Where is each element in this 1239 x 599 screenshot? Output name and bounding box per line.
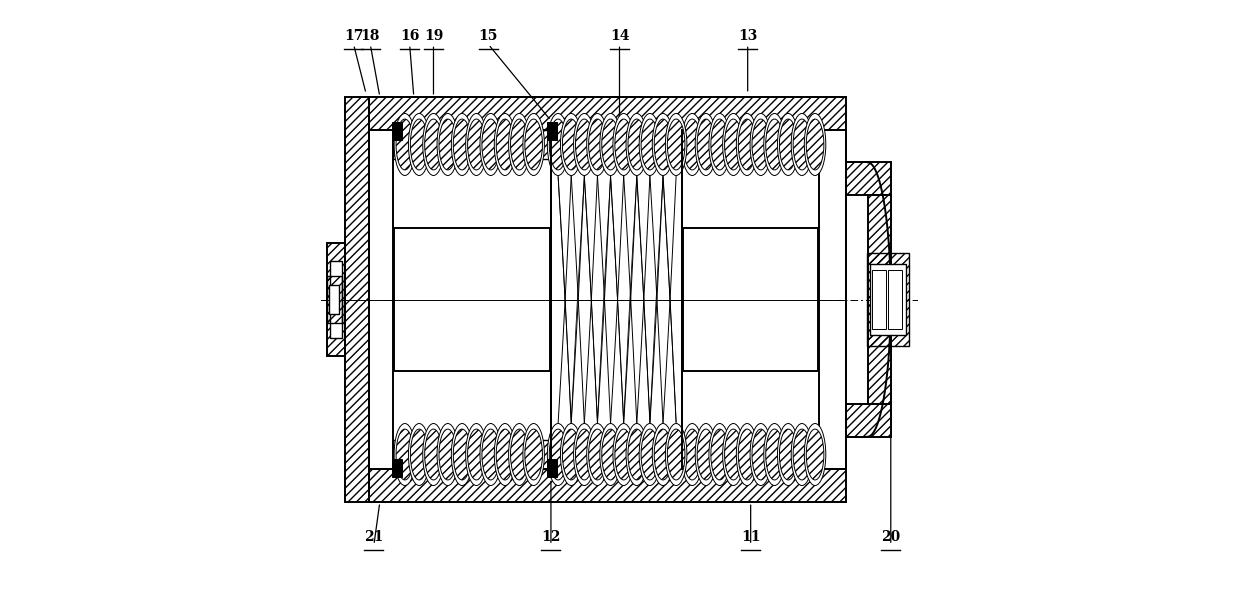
Bar <box>683 129 819 470</box>
Bar <box>328 285 339 314</box>
Ellipse shape <box>763 423 786 486</box>
Bar <box>327 276 342 323</box>
Bar <box>546 459 558 477</box>
Ellipse shape <box>681 423 703 486</box>
Ellipse shape <box>494 113 515 176</box>
Ellipse shape <box>665 113 686 176</box>
Bar <box>327 243 346 356</box>
Ellipse shape <box>709 423 731 486</box>
Ellipse shape <box>736 423 758 486</box>
Bar <box>546 122 558 140</box>
Bar <box>870 264 906 335</box>
Bar <box>847 195 867 404</box>
Ellipse shape <box>494 423 515 486</box>
Text: 21: 21 <box>364 530 384 544</box>
Ellipse shape <box>523 423 544 486</box>
Ellipse shape <box>422 423 445 486</box>
Ellipse shape <box>652 423 674 486</box>
Ellipse shape <box>437 113 458 176</box>
Ellipse shape <box>394 423 415 486</box>
Ellipse shape <box>709 113 731 176</box>
Bar <box>393 129 551 470</box>
Ellipse shape <box>587 113 608 176</box>
Ellipse shape <box>804 423 825 486</box>
Ellipse shape <box>652 113 674 176</box>
Text: 18: 18 <box>361 29 380 43</box>
Ellipse shape <box>451 113 473 176</box>
Ellipse shape <box>548 423 569 486</box>
Bar <box>683 228 818 371</box>
Bar <box>392 459 403 477</box>
Ellipse shape <box>722 113 745 176</box>
Text: 15: 15 <box>478 29 498 43</box>
Ellipse shape <box>626 113 648 176</box>
Ellipse shape <box>466 423 487 486</box>
Bar <box>346 97 369 502</box>
Ellipse shape <box>451 423 473 486</box>
Text: 12: 12 <box>541 530 560 544</box>
Bar <box>846 162 891 195</box>
Text: 11: 11 <box>741 530 761 544</box>
Ellipse shape <box>479 113 502 176</box>
Ellipse shape <box>626 423 648 486</box>
Ellipse shape <box>613 113 634 176</box>
Bar <box>846 404 891 437</box>
Bar <box>393 440 551 470</box>
Bar <box>872 270 886 329</box>
Ellipse shape <box>600 423 621 486</box>
Text: 17: 17 <box>344 29 363 43</box>
Ellipse shape <box>639 423 660 486</box>
Ellipse shape <box>574 113 595 176</box>
Ellipse shape <box>792 113 813 176</box>
Ellipse shape <box>587 423 608 486</box>
Text: 14: 14 <box>610 29 629 43</box>
Bar <box>369 129 846 470</box>
Ellipse shape <box>639 113 660 176</box>
Ellipse shape <box>600 113 621 176</box>
Text: 13: 13 <box>738 29 757 43</box>
Ellipse shape <box>437 423 458 486</box>
Ellipse shape <box>750 113 772 176</box>
Ellipse shape <box>466 113 487 176</box>
Ellipse shape <box>695 423 716 486</box>
Text: 20: 20 <box>881 530 901 544</box>
Ellipse shape <box>574 423 595 486</box>
Ellipse shape <box>665 423 686 486</box>
Ellipse shape <box>422 113 445 176</box>
Ellipse shape <box>560 113 582 176</box>
Ellipse shape <box>804 113 825 176</box>
Ellipse shape <box>548 113 569 176</box>
Ellipse shape <box>508 113 530 176</box>
Bar <box>867 195 891 404</box>
Bar <box>867 253 908 346</box>
Bar <box>369 470 846 502</box>
Ellipse shape <box>763 113 786 176</box>
Ellipse shape <box>409 423 430 486</box>
Ellipse shape <box>778 113 799 176</box>
Ellipse shape <box>681 113 703 176</box>
Bar <box>393 129 551 159</box>
Ellipse shape <box>409 113 430 176</box>
Ellipse shape <box>778 423 799 486</box>
Bar <box>683 129 819 159</box>
Ellipse shape <box>613 423 634 486</box>
Ellipse shape <box>722 423 745 486</box>
Ellipse shape <box>792 423 813 486</box>
Bar <box>887 270 902 329</box>
Text: 16: 16 <box>400 29 419 43</box>
Ellipse shape <box>508 423 530 486</box>
Ellipse shape <box>479 423 502 486</box>
Bar <box>683 440 819 470</box>
Bar <box>369 97 846 129</box>
Bar <box>394 228 550 371</box>
Bar <box>331 261 342 338</box>
Ellipse shape <box>736 113 758 176</box>
Bar <box>392 122 403 140</box>
Ellipse shape <box>394 113 415 176</box>
Ellipse shape <box>750 423 772 486</box>
Ellipse shape <box>523 113 544 176</box>
Text: 19: 19 <box>424 29 444 43</box>
Ellipse shape <box>695 113 716 176</box>
Ellipse shape <box>560 423 582 486</box>
